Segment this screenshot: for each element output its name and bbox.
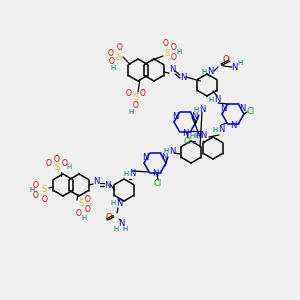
Text: N: N	[218, 125, 224, 134]
Text: H: H	[237, 60, 243, 66]
Text: H: H	[208, 97, 214, 103]
Text: H: H	[128, 109, 134, 115]
Text: N: N	[161, 153, 168, 162]
Text: N: N	[129, 169, 135, 178]
Text: O: O	[117, 44, 123, 52]
Text: N: N	[230, 121, 236, 130]
Text: N: N	[118, 220, 124, 229]
Text: O: O	[108, 49, 114, 58]
Text: O: O	[126, 89, 132, 98]
Text: H: H	[123, 171, 129, 177]
Text: N: N	[200, 131, 206, 140]
Text: Cl: Cl	[247, 107, 255, 116]
Text: O: O	[133, 101, 139, 110]
Text: H: H	[189, 133, 195, 139]
Text: O: O	[85, 196, 91, 205]
Text: H: H	[212, 127, 217, 133]
Text: O: O	[163, 40, 169, 49]
Text: O: O	[171, 53, 177, 62]
Text: Cl: Cl	[184, 137, 192, 146]
Text: O: O	[106, 214, 112, 223]
Text: N: N	[169, 65, 175, 74]
Text: N: N	[169, 146, 175, 155]
Text: H: H	[66, 164, 72, 170]
Text: O: O	[54, 154, 60, 164]
Text: H: H	[81, 215, 87, 221]
Text: N: N	[214, 95, 220, 104]
Text: O: O	[85, 205, 91, 214]
Text: N: N	[231, 62, 237, 71]
Text: O: O	[76, 208, 82, 217]
Text: O: O	[223, 55, 229, 64]
Text: N: N	[195, 131, 201, 140]
Text: O: O	[33, 190, 39, 200]
Text: S: S	[41, 185, 46, 194]
Text: S: S	[54, 164, 60, 172]
Text: O: O	[33, 182, 39, 190]
Text: N: N	[116, 199, 122, 208]
Text: Cl: Cl	[154, 178, 162, 188]
Text: H: H	[164, 148, 169, 154]
Text: O: O	[42, 194, 48, 203]
Text: H: H	[110, 200, 116, 206]
Text: O: O	[62, 160, 68, 169]
Text: H: H	[194, 133, 200, 139]
Text: H: H	[201, 69, 207, 75]
Text: O: O	[171, 44, 177, 52]
Text: O: O	[109, 58, 115, 67]
Text: N: N	[104, 182, 110, 190]
Text: N: N	[220, 104, 227, 113]
Text: S: S	[164, 49, 169, 58]
Text: S: S	[134, 94, 139, 103]
Text: H: H	[29, 187, 34, 193]
Text: O: O	[46, 160, 52, 169]
Text: H: H	[113, 226, 119, 232]
Text: N: N	[93, 178, 99, 187]
Text: N: N	[191, 112, 198, 121]
Text: S: S	[78, 200, 84, 208]
Text: N: N	[172, 112, 179, 121]
Text: N: N	[239, 104, 246, 113]
Text: N: N	[199, 106, 205, 115]
Text: S: S	[116, 52, 122, 62]
Text: N: N	[207, 68, 213, 76]
Text: N: N	[142, 153, 149, 162]
Text: H: H	[122, 226, 128, 232]
Text: N: N	[152, 169, 158, 178]
Text: H: H	[110, 65, 116, 71]
Text: N: N	[182, 128, 188, 137]
Text: H: H	[176, 49, 181, 55]
Text: N: N	[180, 74, 186, 82]
Text: O: O	[140, 89, 146, 98]
Text: H: H	[194, 107, 199, 113]
